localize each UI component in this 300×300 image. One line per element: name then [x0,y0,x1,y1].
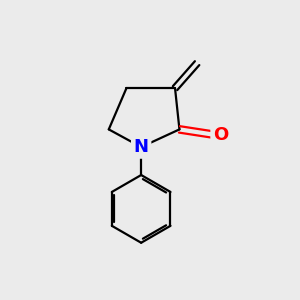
Text: N: N [134,138,149,156]
Text: O: O [213,126,228,144]
